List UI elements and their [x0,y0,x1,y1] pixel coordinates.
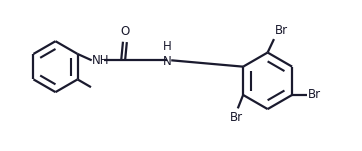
Text: Br: Br [275,24,288,37]
Text: H: H [163,40,171,53]
Text: N: N [163,55,171,67]
Text: Br: Br [230,111,243,124]
Text: NH: NH [92,54,109,67]
Text: O: O [120,25,130,38]
Text: Br: Br [308,88,321,101]
